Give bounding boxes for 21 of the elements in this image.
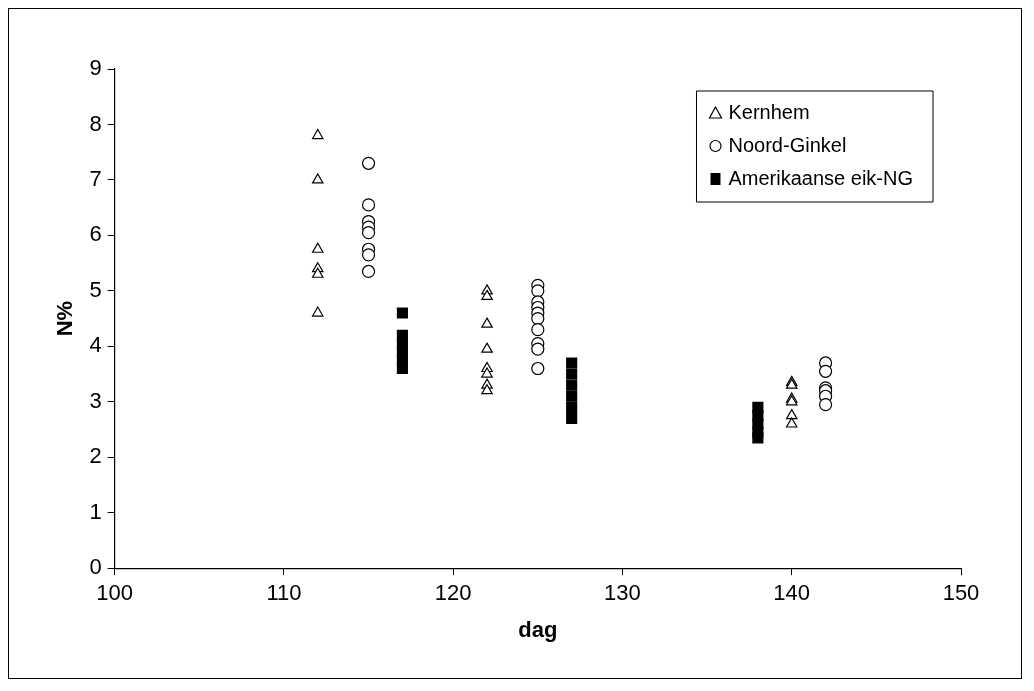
legend-label: Noord-Ginkel	[728, 133, 847, 156]
y-tick-label: 6	[89, 221, 102, 247]
x-tick-label: 140	[773, 580, 811, 606]
y-tick-label: 4	[89, 332, 102, 358]
x-tick-label: 130	[604, 580, 641, 606]
y-tick-label: 5	[89, 276, 102, 302]
y-tick-label: 3	[89, 387, 102, 413]
y-tick-label: 9	[89, 55, 102, 81]
legend-label: Kernhem	[728, 100, 810, 123]
x-tick-label: 100	[96, 580, 133, 606]
legend-label: Amerikaanse eik-NG	[728, 166, 914, 189]
y-tick-label: 2	[89, 443, 102, 469]
y-axis-title: N%	[52, 300, 78, 337]
y-tick-label: 8	[89, 110, 102, 136]
x-tick-label: 150	[942, 580, 980, 606]
x-tick-label: 120	[434, 580, 472, 606]
x-axis-title: dag	[518, 616, 558, 642]
y-tick-label: 7	[89, 166, 102, 191]
y-tick-label: 1	[89, 498, 102, 524]
x-tick-label: 110	[266, 580, 302, 606]
y-tick-label: 0	[89, 554, 102, 580]
